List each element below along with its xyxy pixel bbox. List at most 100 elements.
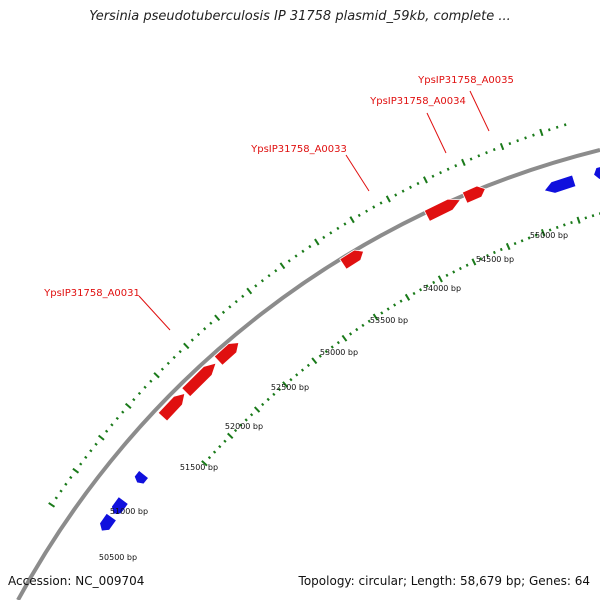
inner-tick xyxy=(584,216,588,220)
outer-tick xyxy=(260,279,264,283)
inner-tick xyxy=(425,284,429,288)
plasmid-backbone xyxy=(16,148,600,600)
outer-tick xyxy=(372,205,376,209)
gene-blue-b[interactable] xyxy=(111,496,129,515)
outer-tick xyxy=(254,284,258,288)
gene-blue-c[interactable] xyxy=(133,469,150,485)
inner-tick xyxy=(380,311,384,315)
gene-YpsIP31758_A0034[interactable] xyxy=(423,198,462,222)
inner-tick xyxy=(372,313,379,321)
outer-tick xyxy=(143,385,147,389)
gene-label-YpsIP31758_A0035[interactable]: YpsIP31758_A0035 xyxy=(417,75,514,86)
outer-tick xyxy=(547,128,551,132)
inner-tick xyxy=(277,387,282,392)
inner-tick xyxy=(300,368,305,372)
inner-tick xyxy=(520,239,524,243)
scale-label-50500: 50500 bp xyxy=(99,553,137,562)
inner-tick xyxy=(272,392,276,397)
inner-tick xyxy=(399,299,403,303)
gene-blue-a[interactable] xyxy=(99,512,117,532)
outer-tick xyxy=(379,201,383,205)
outer-tick xyxy=(394,193,398,197)
outer-tick xyxy=(69,475,73,480)
outer-tick xyxy=(469,157,473,161)
outer-tick xyxy=(409,185,412,189)
outer-tick xyxy=(477,154,481,158)
outer-tick xyxy=(59,489,63,493)
outer-tick xyxy=(234,299,238,304)
gene-label-YpsIP31758_A0034[interactable]: YpsIP31758_A0034 xyxy=(369,96,466,107)
gene-YpsIP31758_A0035[interactable] xyxy=(461,185,486,204)
inner-tick xyxy=(227,432,234,440)
inner-tick xyxy=(479,257,483,261)
inner-tick xyxy=(330,345,334,349)
inner-tick xyxy=(591,214,595,218)
outer-tick xyxy=(314,238,320,246)
inner-tick xyxy=(348,332,353,336)
outer-tick xyxy=(274,269,278,273)
inner-tick xyxy=(355,327,359,332)
scale-label-55000: 55000 bp xyxy=(530,231,568,240)
outer-tick xyxy=(357,213,361,218)
inner-tick xyxy=(249,413,254,417)
scale-label-54000: 54000 bp xyxy=(423,284,461,293)
inner-tick xyxy=(324,349,328,354)
outer-tick xyxy=(508,142,512,146)
inner-tick xyxy=(513,242,517,246)
outer-tick xyxy=(336,226,340,231)
gene-YpsIP31758_A0033[interactable] xyxy=(339,249,365,270)
inner-tick xyxy=(289,378,293,382)
gene-blue-e[interactable] xyxy=(593,165,600,180)
gene-YpsIP31758_A0030[interactable] xyxy=(157,392,186,422)
outer-tick xyxy=(110,423,114,427)
inner-tick xyxy=(540,228,546,237)
inner-tick xyxy=(239,423,243,427)
outer-tick xyxy=(48,502,56,508)
outer-tick xyxy=(121,410,125,414)
outer-tick xyxy=(485,151,488,155)
outer-tick xyxy=(308,244,312,249)
inner-tick xyxy=(318,354,322,358)
outer-tick xyxy=(54,496,58,500)
outer-tick xyxy=(246,287,253,295)
outer-tick xyxy=(499,142,505,151)
inner-tick xyxy=(341,334,348,342)
gene-label-YpsIP31758_A0031[interactable]: YpsIP31758_A0031 xyxy=(43,288,140,299)
outer-tick xyxy=(532,133,535,137)
gene-YpsIP31758_A0031[interactable] xyxy=(181,362,217,398)
inner-tick xyxy=(548,228,552,232)
gene-blue-d[interactable] xyxy=(543,174,577,194)
inner-tick xyxy=(393,303,397,307)
outer-tick xyxy=(401,189,405,193)
accession-text: Accession: NC_009704 xyxy=(8,574,145,588)
outer-tick xyxy=(203,327,207,331)
outer-tick xyxy=(172,355,176,360)
outer-tick xyxy=(287,259,291,263)
scale-label-53000: 53000 bp xyxy=(320,348,358,357)
inner-tick xyxy=(419,288,423,292)
outer-tick xyxy=(431,174,435,178)
inner-tick xyxy=(386,307,390,311)
outer-tick xyxy=(329,231,333,235)
outer-tick xyxy=(137,391,142,396)
inner-tick xyxy=(471,258,477,266)
inner-tick xyxy=(233,428,238,433)
label-leader-line xyxy=(469,90,490,132)
inner-tick xyxy=(458,266,462,271)
gene-label-YpsIP31758_A0033[interactable]: YpsIP31758_A0033 xyxy=(250,144,347,155)
inner-tick xyxy=(505,242,511,251)
gene-YpsIP31758_A0032[interactable] xyxy=(213,342,240,366)
gene-features xyxy=(99,165,600,532)
outer-tick xyxy=(124,402,132,409)
inner-tick xyxy=(486,253,490,258)
inner-tick xyxy=(336,341,340,345)
inner-tick xyxy=(367,319,371,323)
inner-tick xyxy=(253,406,261,413)
inner-tick xyxy=(306,363,310,368)
inner-tick xyxy=(445,273,449,277)
inner-tick xyxy=(212,450,217,454)
inner-tick xyxy=(452,270,456,274)
scale-label-54500: 54500 bp xyxy=(476,255,514,264)
